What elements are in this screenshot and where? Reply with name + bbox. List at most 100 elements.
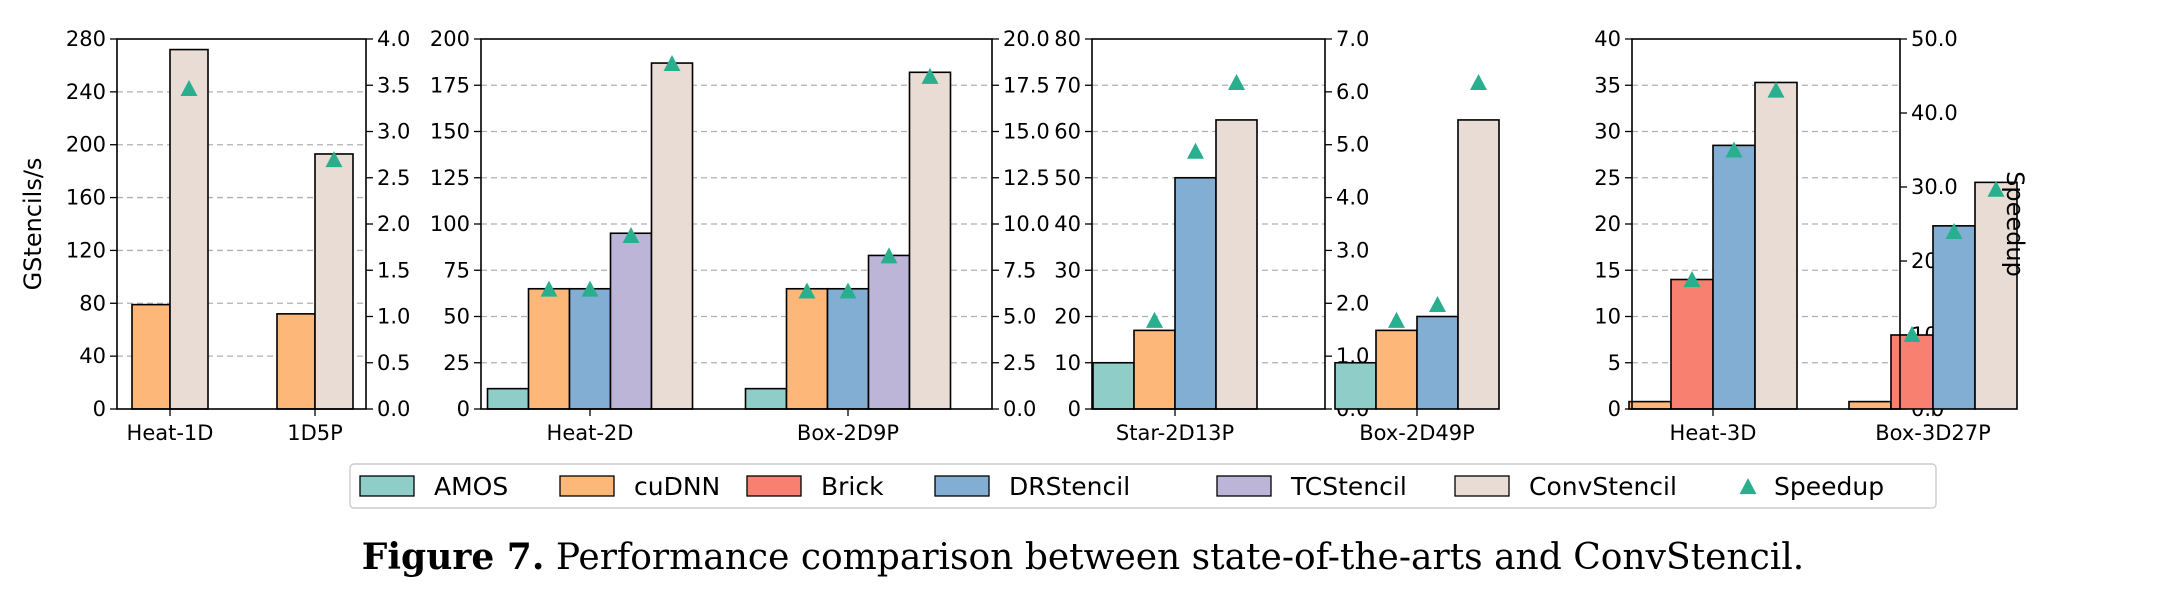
y-right-tick-label: 12.5 xyxy=(1003,166,1050,190)
legend-label-drstencil: DRStencil xyxy=(1009,472,1130,501)
speedup-marker xyxy=(798,282,816,299)
y-tick-label: 280 xyxy=(66,27,106,51)
y-right-tick-label: 3.0 xyxy=(377,120,410,144)
x-tick-label: Heat-2D xyxy=(547,421,634,445)
y-tick-label: 40 xyxy=(1594,27,1621,51)
y-right-tick-label: 7.0 xyxy=(1336,27,1369,51)
legend-label-speedup: Speedup xyxy=(1774,472,1884,501)
y-right-tick-label: 30.0 xyxy=(1911,175,1958,199)
speedup-marker xyxy=(1146,311,1163,328)
y-right-tick-label: 10.0 xyxy=(1003,212,1050,236)
y-axis-label: GStencils/s xyxy=(19,158,47,291)
y-right-tick-label: 20.0 xyxy=(1003,27,1050,51)
y-tick-label: 80 xyxy=(79,291,106,315)
bar-convstencil-heat-3d xyxy=(1754,81,1798,410)
speedup-marker xyxy=(1388,311,1405,328)
y-tick-label: 200 xyxy=(66,133,106,157)
legend-swatch-amos xyxy=(359,475,415,497)
bar-cudnn-star-2d13p xyxy=(1133,329,1176,410)
bar-cudnn-heat-1d xyxy=(131,303,171,410)
bar-convstencil-box-3d27p xyxy=(1974,181,2018,410)
caption-label: Figure 7. xyxy=(361,536,545,578)
y-right-tick-label: 2.0 xyxy=(1336,291,1369,315)
legend-box xyxy=(349,463,1937,509)
speedup-marker xyxy=(1903,325,1921,342)
y-tick-label: 100 xyxy=(430,212,470,236)
y-tick-label: 150 xyxy=(430,120,470,144)
legend-swatch-drstencil xyxy=(934,475,990,497)
speedup-marker xyxy=(622,227,640,244)
speedup-marker xyxy=(1683,271,1701,288)
y-tick-label: 240 xyxy=(66,80,106,104)
bar-cudnn-box-2d49p xyxy=(1375,329,1418,410)
y-tick-label: 10 xyxy=(1594,305,1621,329)
y-tick-label: 0 xyxy=(1608,397,1621,421)
figure-caption: Figure 7. Performance comparison between… xyxy=(0,536,2166,578)
y-right-tick-label: 3.5 xyxy=(377,73,410,97)
y-tick-label: 60 xyxy=(1054,120,1081,144)
y-right-tick-label: 7.5 xyxy=(1003,258,1036,282)
speedup-marker xyxy=(180,79,198,96)
legend-swatch-tcstencil xyxy=(1216,475,1272,497)
y-tick-label: 30 xyxy=(1594,120,1621,144)
y-tick-label: 35 xyxy=(1594,73,1621,97)
y-tick-label: 0 xyxy=(1068,397,1081,421)
bar-tcstencil-heat-2d xyxy=(609,232,653,410)
bar-convstencil-box-2d9p xyxy=(908,71,952,410)
y-tick-label: 125 xyxy=(430,166,470,190)
speedup-marker xyxy=(1470,74,1487,91)
legend-label-brick: Brick xyxy=(821,472,884,501)
y-right-tick-label: 5.0 xyxy=(1003,305,1036,329)
speedup-marker xyxy=(921,67,939,84)
speedup-marker xyxy=(663,54,681,71)
y-tick-label: 50 xyxy=(443,305,470,329)
bar-drstencil-heat-3d xyxy=(1712,144,1756,410)
x-tick-label: Box-2D9P xyxy=(797,421,899,445)
bar-drstencil-star-2d13p xyxy=(1174,176,1217,410)
axes-frame xyxy=(116,38,367,410)
speedup-marker xyxy=(540,280,558,297)
axes-frame xyxy=(1091,38,1326,410)
bar-brick-heat-3d xyxy=(1670,278,1714,410)
x-tick-label: Star-2D13P xyxy=(1116,421,1234,445)
speedup-marker xyxy=(325,151,343,168)
y-right-tick-label: 0.0 xyxy=(377,397,410,421)
bar-amos-heat-2d xyxy=(486,387,530,410)
speedup-marker xyxy=(1767,81,1785,98)
axes-frame xyxy=(480,38,993,410)
bar-drstencil-box-2d9p xyxy=(826,287,870,410)
bar-tcstencil-box-2d9p xyxy=(867,254,911,410)
y-tick-label: 120 xyxy=(66,238,106,262)
x-tick-label: Heat-3D xyxy=(1670,421,1757,445)
x-tick-label: 1D5P xyxy=(287,421,343,445)
y-right-tick-label: 4.0 xyxy=(377,27,410,51)
speedup-marker xyxy=(1187,142,1204,159)
speedup-marker xyxy=(880,247,898,264)
speedup-marker xyxy=(581,280,599,297)
y-right-tick-label: 1.0 xyxy=(377,305,410,329)
y-right-tick-label: 2.5 xyxy=(1003,351,1036,375)
y-tick-label: 175 xyxy=(430,73,470,97)
y-tick-label: 20 xyxy=(1594,212,1621,236)
bar-cudnn-1d5p xyxy=(276,313,316,410)
y-right-tick-label: 15.0 xyxy=(1003,120,1050,144)
y-right-tick-label: 5.0 xyxy=(1336,133,1369,157)
y-right-tick-label: 2.5 xyxy=(377,166,410,190)
bar-amos-box-2d49p xyxy=(1334,361,1377,410)
bar-cudnn-box-3d27p xyxy=(1848,400,1892,410)
bar-brick-box-3d27p xyxy=(1890,334,1934,410)
bar-drstencil-box-2d49p xyxy=(1416,315,1459,410)
y-right-axis-label: Speedup xyxy=(2001,171,2029,277)
bar-amos-star-2d13p xyxy=(1092,361,1135,410)
y-tick-label: 25 xyxy=(1594,166,1621,190)
speedup-marker xyxy=(1987,180,2005,197)
bar-convstencil-heat-2d xyxy=(650,62,694,410)
y-tick-label: 25 xyxy=(443,351,470,375)
bar-convstencil-1d5p xyxy=(314,153,354,410)
legend-label-amos: AMOS xyxy=(434,472,508,501)
caption-text: Performance comparison between state-of-… xyxy=(555,537,1805,578)
speedup-marker xyxy=(839,282,857,299)
bar-cudnn-heat-2d xyxy=(527,287,571,410)
y-tick-label: 15 xyxy=(1594,258,1621,282)
speedup-marker xyxy=(1429,296,1446,313)
